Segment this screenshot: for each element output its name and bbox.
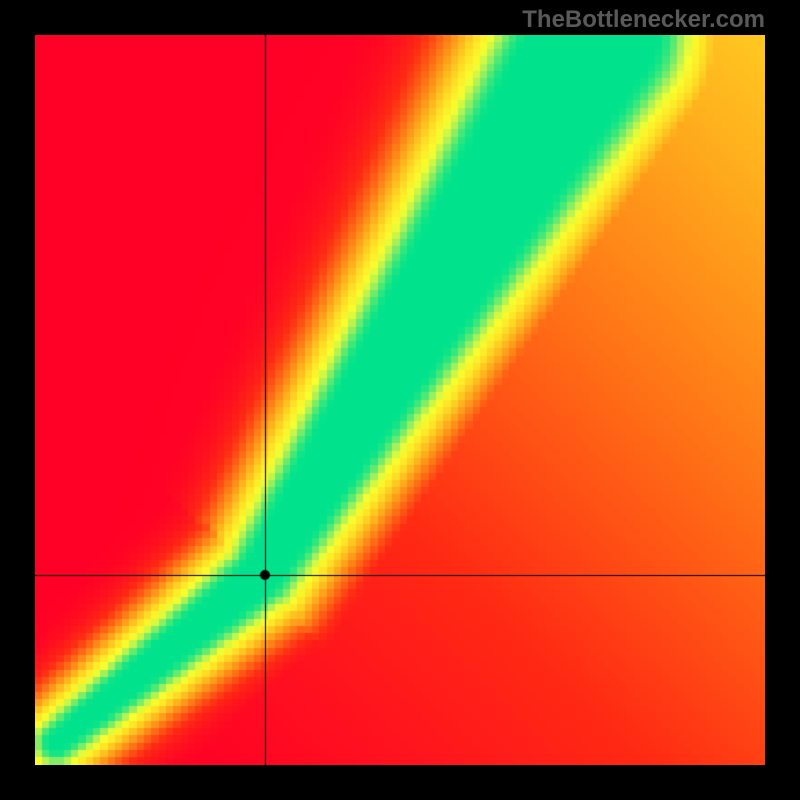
watermark-text: TheBottlenecker.com [522, 6, 765, 34]
chart-container: TheBottlenecker.com [0, 0, 800, 800]
bottleneck-heatmap [35, 35, 765, 765]
